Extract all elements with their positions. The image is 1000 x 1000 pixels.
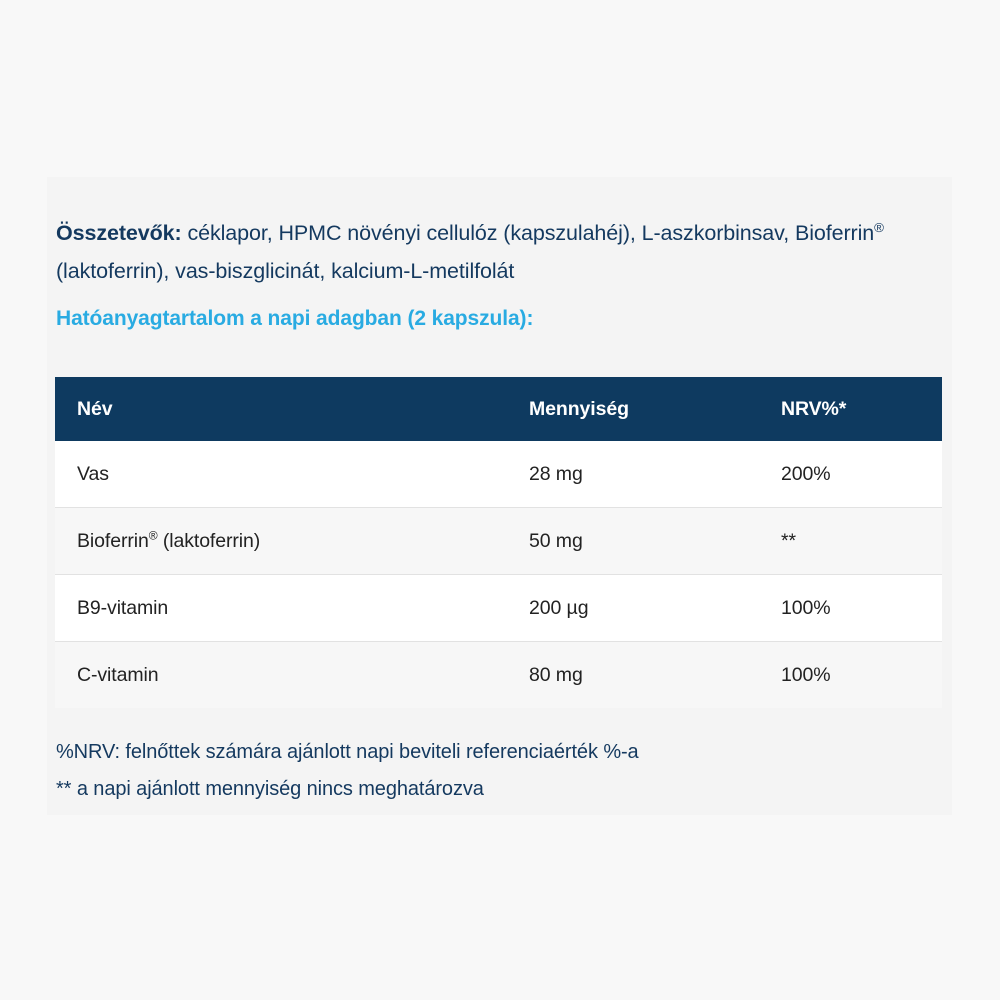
cell-name: Vas [55,441,519,508]
active-ingredients-heading: Hatóanyagtartalom a napi adagban (2 kaps… [56,307,534,330]
registered-trademark-icon: ® [874,219,884,235]
column-header-nrv: NRV%* [771,377,942,441]
table-row: B9-vitamin 200 µg 100% [55,574,942,642]
nutrition-table: Név Mennyiség NRV%* Vas 28 mg 200% Biofe… [55,377,942,708]
column-header-amount: Mennyiség [519,377,771,441]
cell-amount: 50 mg [519,507,771,575]
cell-name: Bioferrin® (laktoferrin) [55,507,519,575]
table-header-row: Név Mennyiség NRV%* [55,377,942,441]
cell-amount: 80 mg [519,641,771,708]
table-row: C-vitamin 80 mg 100% [55,641,942,708]
table-row: Vas 28 mg 200% [55,441,942,508]
cell-nrv: 100% [771,641,942,708]
ingredients-paragraph: Összetevők: céklapor, HPMC növényi cellu… [56,214,942,290]
footnote-asterisk: ** a napi ajánlott mennyiség nincs megha… [56,778,484,800]
nutrition-panel: Összetevők: céklapor, HPMC növényi cellu… [47,177,952,815]
footnotes: %NRV: felnőttek számára ajánlott napi be… [56,734,936,808]
cell-name: C-vitamin [55,641,519,708]
cell-name: B9-vitamin [55,574,519,642]
ingredients-text-before-brand: céklapor, HPMC növényi cellulóz (kapszul… [181,220,875,245]
cell-name-brand: Bioferrin [77,529,149,552]
table-header: Név Mennyiség NRV%* [55,377,942,441]
cell-nrv: 100% [771,574,942,642]
column-header-name: Név [55,377,519,441]
cell-amount: 28 mg [519,441,771,508]
cell-nrv: ** [771,507,942,575]
registered-trademark-icon: ® [148,528,158,542]
ingredients-text-after-brand: (laktoferrin), vas-biszglicinát, kalcium… [56,258,515,283]
cell-nrv: 200% [771,441,942,508]
footnote-nrv: %NRV: felnőttek számára ajánlott napi be… [56,741,639,763]
table-body: Vas 28 mg 200% Bioferrin® (laktoferrin) … [55,441,942,708]
cell-amount: 200 µg [519,574,771,642]
cell-name-suffix: (laktoferrin) [157,529,261,552]
ingredients-label: Összetevők: [56,220,182,245]
table-row: Bioferrin® (laktoferrin) 50 mg ** [55,507,942,575]
